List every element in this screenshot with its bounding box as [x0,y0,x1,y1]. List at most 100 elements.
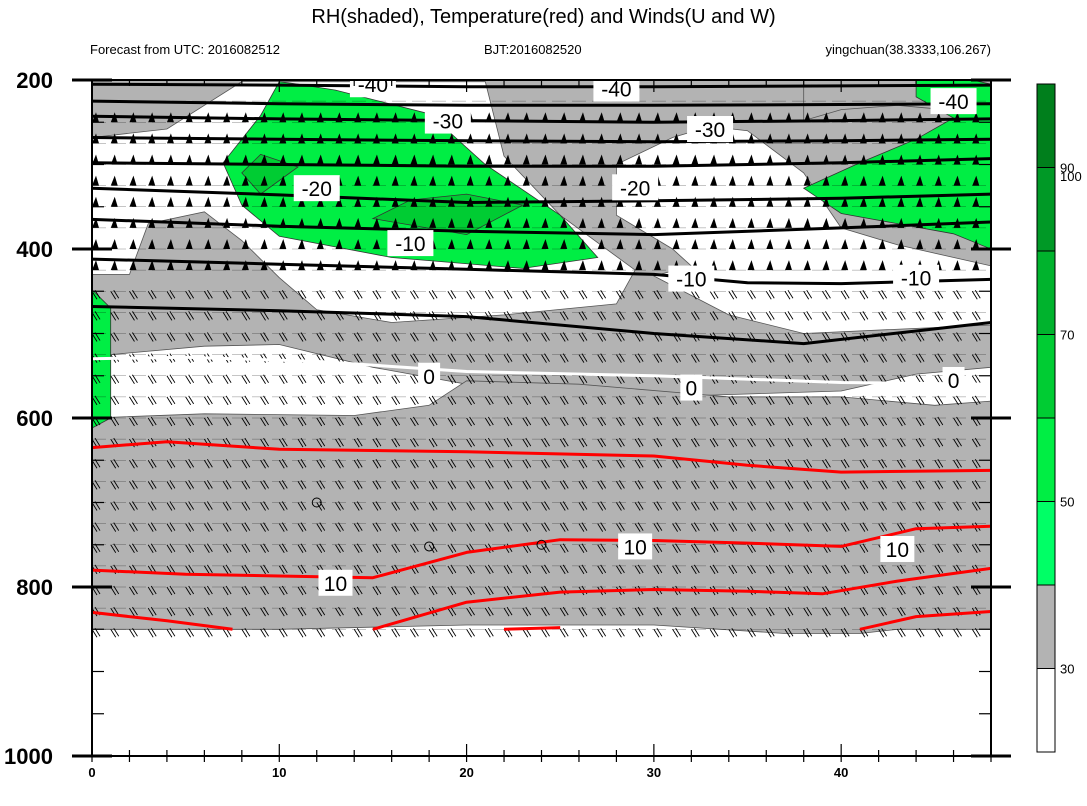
wind-barb [241,416,251,427]
wind-barb [260,585,269,596]
wind-barb [335,154,343,165]
wind-barb [129,217,137,228]
wind-barb [353,374,363,384]
wind-barb [859,311,869,321]
wind-barb [672,311,681,321]
wind-barb [223,175,231,186]
wind-barb [466,501,475,511]
wind-barb [484,564,494,575]
wind-barb [297,606,307,617]
wind-barb [953,260,961,271]
wind-barb [803,260,811,271]
wind-barb [372,416,382,427]
wind-barb [784,564,794,575]
wind-barb [616,395,625,406]
y-tick-label: 200 [16,68,53,93]
wind-barb [391,217,399,228]
contour-label-bg [618,533,653,560]
wind-barb [822,217,830,228]
wind-barb [653,112,661,123]
wind-barb [990,523,991,525]
wind-barb [597,239,605,249]
wind-barb [896,395,906,406]
wind-barb [241,564,251,575]
wind-barb [166,522,176,532]
wind-barb [260,395,269,406]
wind-barb [522,239,530,249]
wind-barb [391,501,401,511]
wind-barb [840,564,850,575]
wind-barb [92,175,99,186]
colorbar-box [1036,167,1056,252]
wind-barb [690,501,700,511]
wind-barb [840,522,850,532]
wind-barb [541,606,550,617]
wind-barb [204,239,212,249]
wind-barb [690,543,700,553]
wind-barb [597,311,607,321]
wind-barb [522,217,530,228]
wind-barb [541,501,550,511]
wind-barb [859,290,869,300]
wind-barb [298,239,306,249]
wind-barb [484,374,494,384]
wind-barb [859,606,869,617]
wind-barb [410,175,418,186]
wind-barb [503,522,513,532]
wind-barb [672,606,681,617]
wind-barb [447,606,457,617]
wind-barb [522,311,532,321]
wind-barb [335,290,344,300]
wind-barb [822,239,830,249]
wind-barb [260,522,269,532]
wind-barb [278,501,288,511]
wind-barb [934,501,944,511]
wind-barb [278,585,288,596]
wind-barb [185,332,195,342]
wind-barb [353,459,363,469]
contour-label-bg [612,174,659,201]
wind-barb [691,175,699,186]
wind-barb [541,628,550,638]
wind-barb [278,543,288,553]
wind-barb [185,416,195,427]
wind-barb [859,480,869,490]
wind-barb [222,606,232,617]
wind-barb [878,459,888,469]
wind-barb [466,437,475,448]
wind-barb [316,154,324,165]
wind-barb [241,196,249,207]
wind-barb [541,416,550,427]
wind-barb [541,480,550,490]
wind-barb [990,502,991,504]
wind-barb [672,175,680,186]
wind-barb [709,353,719,363]
wind-barb [391,543,401,553]
wind-barb [765,395,775,406]
wind-barb [447,374,457,384]
wind-barb [765,480,775,490]
wind-barb [896,628,906,638]
wind-barb [990,608,991,609]
wind-barb [203,606,213,617]
isotherm-2 [92,114,991,124]
isotherm-5 [92,186,991,204]
wind-barb [541,395,550,406]
wind-barb [260,239,268,249]
wind-barb [896,437,906,448]
wind-barb [541,239,549,249]
wind-barb [278,459,288,469]
wind-barb [934,543,944,553]
wind-barb [559,353,569,363]
wind-barb [841,217,849,228]
wind-barb [934,480,944,490]
wind-barb [840,628,850,638]
wind-barb [803,480,813,490]
wind-barb [260,374,269,384]
wind-barb [92,239,99,249]
wind-barb [147,459,157,469]
wind-barb [541,522,550,532]
wind-barb [840,395,850,406]
wind-barb [297,501,307,511]
contour-label-bg [942,366,965,393]
